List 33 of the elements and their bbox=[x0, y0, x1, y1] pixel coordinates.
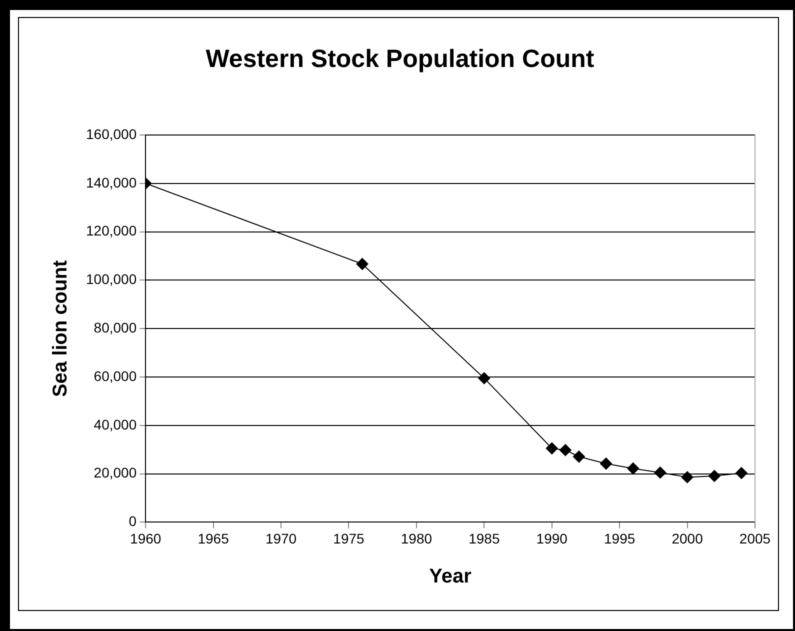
x-tick-label: 2005 bbox=[739, 530, 771, 546]
point bbox=[654, 466, 666, 479]
point bbox=[708, 470, 720, 482]
y-tick-label: 120,000 bbox=[86, 222, 137, 239]
point bbox=[600, 458, 612, 470]
y-tick-label: 60,000 bbox=[94, 368, 137, 384]
x-tick-label: 1980 bbox=[400, 530, 432, 546]
point bbox=[356, 258, 368, 270]
y-axis-title: Sea lion count bbox=[50, 260, 72, 397]
point bbox=[572, 450, 585, 463]
point bbox=[478, 372, 490, 384]
x-axis-title: Year bbox=[429, 566, 472, 588]
x-tick-label: 1960 bbox=[130, 530, 162, 546]
x-tick-label: 1985 bbox=[468, 530, 500, 546]
point bbox=[627, 462, 640, 474]
y-tick-label: 160,000 bbox=[86, 126, 137, 142]
point bbox=[681, 471, 694, 484]
chart-title: Western Stock Population Count bbox=[206, 44, 595, 73]
y-tick-label: 140,000 bbox=[86, 174, 137, 190]
x-tick-label: 1965 bbox=[198, 530, 230, 546]
x-tick-label: 1990 bbox=[536, 530, 568, 546]
y-tick-label: 80,000 bbox=[94, 319, 137, 336]
point bbox=[546, 442, 558, 454]
y-tick-label: 100,000 bbox=[86, 271, 137, 288]
x-tick-label: 1975 bbox=[333, 530, 365, 546]
y-tick-label: 0 bbox=[128, 513, 137, 530]
x-tick-label: 2000 bbox=[672, 530, 704, 546]
point bbox=[559, 444, 572, 456]
point bbox=[735, 467, 748, 480]
x-tick-label: 1970 bbox=[265, 530, 297, 546]
y-tick-label: 40,000 bbox=[94, 416, 137, 432]
x-tick-label: 1995 bbox=[604, 530, 636, 546]
y-tick-label: 20,000 bbox=[94, 464, 137, 481]
